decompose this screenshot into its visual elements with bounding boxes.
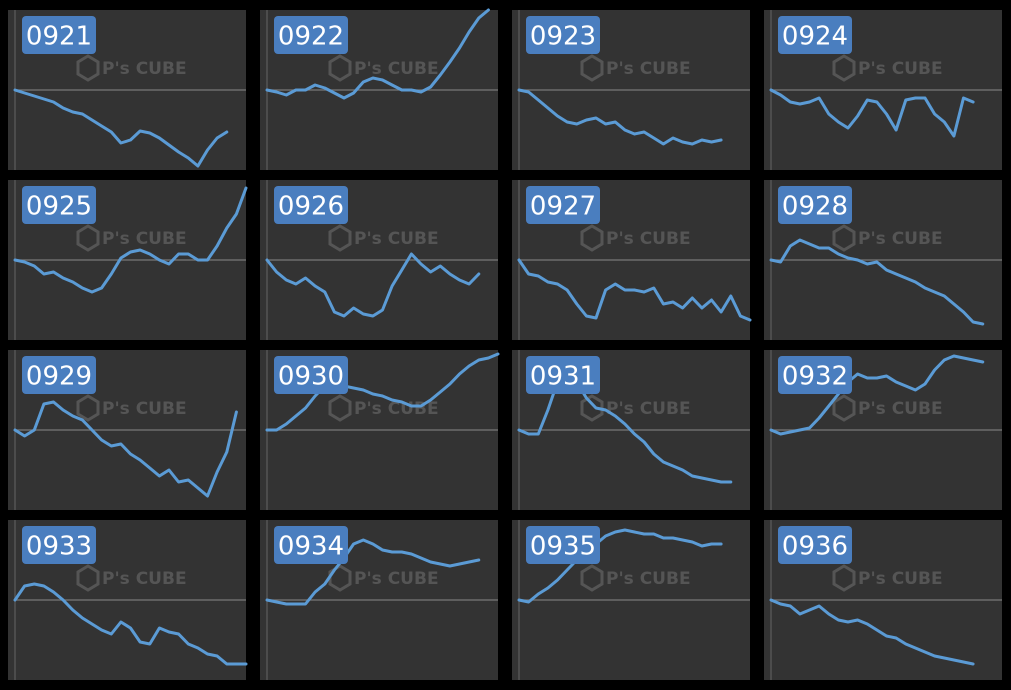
watermark: P's CUBE — [858, 229, 943, 249]
label-box — [526, 526, 600, 564]
watermark-icon — [580, 564, 604, 592]
watermark-icon — [328, 54, 352, 82]
data-line — [265, 352, 500, 432]
data-line — [13, 88, 229, 168]
watermark: P's CUBE — [102, 59, 187, 79]
watermark-icon — [328, 394, 352, 422]
chart-title: 0932 — [782, 362, 848, 392]
label-box — [22, 526, 96, 564]
label-box — [22, 356, 96, 394]
chart-title: 0934 — [278, 532, 344, 562]
watermark-icon — [832, 564, 856, 592]
watermark: P's CUBE — [606, 59, 691, 79]
watermark-icon — [76, 394, 100, 422]
label-box — [778, 356, 852, 394]
label-box — [526, 186, 600, 224]
watermark-icon — [328, 564, 352, 592]
watermark: P's CUBE — [102, 229, 187, 249]
label-box — [274, 356, 348, 394]
watermark: P's CUBE — [858, 569, 943, 589]
label-box — [526, 356, 600, 394]
chart-title: 0935 — [530, 532, 596, 562]
data-line — [265, 538, 481, 606]
chart-title: 0931 — [530, 362, 596, 392]
watermark: P's CUBE — [858, 59, 943, 79]
label-box — [274, 186, 348, 224]
data-line — [517, 258, 752, 322]
watermark: P's CUBE — [354, 399, 439, 419]
watermark-icon — [580, 394, 604, 422]
label-box — [22, 16, 96, 54]
watermark: P's CUBE — [354, 569, 439, 589]
data-line — [769, 88, 975, 138]
data-line — [265, 8, 490, 100]
data-line — [769, 354, 985, 436]
label-box — [22, 186, 96, 224]
chart-title: 0928 — [782, 192, 848, 222]
data-line — [517, 528, 723, 604]
watermark-icon — [328, 224, 352, 252]
chart-title: 0930 — [278, 362, 344, 392]
data-line — [13, 186, 248, 294]
chart-title: 0925 — [26, 192, 92, 222]
chart-title: 0929 — [26, 362, 92, 392]
watermark: P's CUBE — [354, 229, 439, 249]
data-line — [13, 582, 248, 666]
watermark-icon — [832, 224, 856, 252]
chart-title: 0933 — [26, 532, 92, 562]
chart-title: 0926 — [278, 192, 344, 222]
watermark: P's CUBE — [102, 399, 187, 419]
watermark-icon — [76, 54, 100, 82]
watermark-icon — [76, 564, 100, 592]
watermark: P's CUBE — [102, 569, 187, 589]
watermark: P's CUBE — [606, 399, 691, 419]
data-line — [769, 238, 985, 326]
chart-title: 0921 — [26, 22, 92, 52]
watermark-icon — [832, 394, 856, 422]
chart-title: 0924 — [782, 22, 848, 52]
data-line — [769, 598, 975, 666]
watermark: P's CUBE — [354, 59, 439, 79]
chart-title: 0936 — [782, 532, 848, 562]
watermark-icon — [832, 54, 856, 82]
watermark: P's CUBE — [606, 229, 691, 249]
watermark: P's CUBE — [606, 569, 691, 589]
label-box — [526, 16, 600, 54]
chart-title: 0922 — [278, 22, 344, 52]
label-box — [274, 526, 348, 564]
label-box — [778, 16, 852, 54]
chart-title: 0923 — [530, 22, 596, 52]
data-line — [13, 400, 238, 498]
watermark-icon — [580, 54, 604, 82]
watermark-icon — [76, 224, 100, 252]
watermark: P's CUBE — [858, 399, 943, 419]
label-box — [274, 16, 348, 54]
watermark-icon — [580, 224, 604, 252]
data-line — [517, 88, 723, 146]
label-box — [778, 526, 852, 564]
data-line — [265, 252, 481, 318]
chart-title: 0927 — [530, 192, 596, 222]
label-box — [778, 186, 852, 224]
